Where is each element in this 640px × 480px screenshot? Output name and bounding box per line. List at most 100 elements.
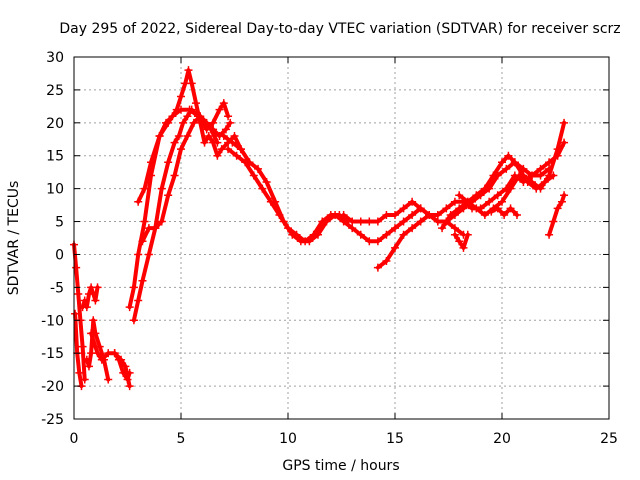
data-point <box>187 79 196 88</box>
data-point <box>399 230 408 239</box>
data-point <box>266 197 275 206</box>
data-point <box>348 217 357 226</box>
data-point <box>140 217 149 226</box>
data-point <box>82 355 91 364</box>
data-point <box>147 158 156 167</box>
x-tick-label: 5 <box>177 431 186 447</box>
data-point <box>144 250 153 259</box>
data-point <box>93 283 102 292</box>
data-point <box>540 178 549 187</box>
data-point <box>515 171 524 180</box>
data-point <box>184 66 193 75</box>
data-point <box>138 276 147 285</box>
data-point <box>309 230 318 239</box>
data-point <box>134 197 143 206</box>
data-point <box>275 210 284 219</box>
x-tick-label: 25 <box>600 431 618 447</box>
data-point <box>373 237 382 246</box>
data-point <box>416 204 425 213</box>
data-point <box>391 243 399 252</box>
data-point <box>191 99 200 108</box>
data-point <box>129 316 138 325</box>
data-point <box>292 230 301 239</box>
series-arc-l <box>224 145 352 246</box>
plot-frame <box>73 56 610 420</box>
data-point <box>249 171 258 180</box>
data-point <box>549 217 558 226</box>
data-point <box>536 171 545 180</box>
data-point <box>84 362 93 371</box>
data-point <box>134 296 143 305</box>
data-point <box>301 237 310 246</box>
data-point <box>157 217 166 226</box>
y-tick-labels: -25 -20 -15 -10 -5 0 5 10 15 20 25 30 <box>41 50 64 428</box>
data-point <box>258 184 267 193</box>
data-point <box>553 145 562 154</box>
series-arc-r <box>450 230 472 252</box>
data-point <box>446 210 455 219</box>
y-tick-label: -10 <box>41 313 64 329</box>
data-point <box>391 210 399 219</box>
data-point <box>93 349 102 358</box>
data-point <box>504 151 513 160</box>
data-point <box>480 184 489 193</box>
data-point <box>80 296 89 305</box>
y-tick-label: -15 <box>41 346 64 362</box>
data-point <box>91 342 100 351</box>
x-tick-label: 20 <box>493 431 511 447</box>
data-point <box>472 191 481 200</box>
series-line <box>457 173 556 217</box>
data-point <box>425 210 434 219</box>
data-point <box>213 138 222 147</box>
data-point <box>433 217 442 226</box>
x-tick-label: 10 <box>279 431 297 447</box>
data-point <box>157 184 166 193</box>
y-tick-label: 10 <box>46 182 64 198</box>
data-point <box>391 224 399 233</box>
data-point <box>177 92 185 101</box>
data-point <box>489 171 498 180</box>
y-tick-label: -25 <box>41 412 64 428</box>
data-point <box>204 131 213 140</box>
data-point <box>114 355 123 364</box>
data-point <box>450 197 459 206</box>
data-point <box>463 230 472 239</box>
series-line <box>136 107 220 204</box>
x-tick-label: 0 <box>70 431 79 447</box>
series-line <box>452 232 470 250</box>
data-point <box>170 171 179 180</box>
data-point <box>110 349 119 358</box>
data-point <box>557 197 566 206</box>
data-point <box>125 303 134 312</box>
data-point <box>284 224 292 233</box>
y-tick-label: 0 <box>55 247 64 263</box>
data-point <box>512 210 521 219</box>
data-point <box>230 131 239 140</box>
data-point <box>89 316 98 325</box>
data-point <box>399 217 408 226</box>
data-point <box>399 204 408 213</box>
y-tick-label: 25 <box>46 83 64 99</box>
data-point <box>164 158 173 167</box>
data-point <box>326 210 335 219</box>
data-point <box>89 289 98 298</box>
data-point <box>487 207 496 216</box>
data-point <box>455 204 464 213</box>
series-arc-s <box>487 204 521 219</box>
data-point <box>455 237 464 246</box>
data-point <box>138 237 147 246</box>
data-point <box>262 178 271 187</box>
data-point <box>183 112 192 121</box>
grid <box>74 57 609 419</box>
data-point <box>365 237 374 246</box>
data-point <box>129 283 138 292</box>
data-point <box>162 118 171 127</box>
data-point <box>545 230 554 239</box>
data-point <box>506 204 515 213</box>
data-point <box>485 197 494 206</box>
data-point <box>318 217 327 226</box>
data-point <box>356 230 365 239</box>
data-point <box>228 138 237 147</box>
data-point <box>510 158 519 167</box>
